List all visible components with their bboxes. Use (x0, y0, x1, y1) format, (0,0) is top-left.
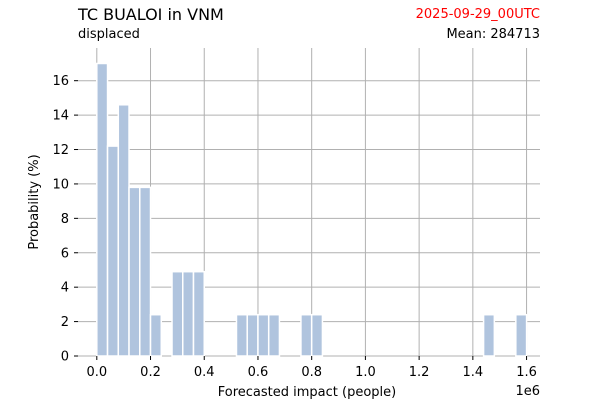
chart-subtitle: displaced (78, 27, 140, 42)
x-tick-label: 0.2 (140, 365, 161, 380)
histogram-bar (257, 313, 270, 357)
histogram-bar (192, 270, 205, 357)
x-axis-label: Forecasted impact (people) (218, 385, 396, 400)
histogram-bar (149, 313, 163, 357)
y-tick-label: 4 (61, 281, 69, 296)
histogram-bar (117, 104, 130, 357)
forecast-date: 2025-09-29_00UTC (415, 7, 540, 22)
x-tick-label: 1.0 (355, 365, 376, 380)
x-tick-label: 1.2 (409, 365, 430, 380)
bars (96, 62, 528, 357)
histogram-bar (106, 145, 120, 357)
x-tick-label: 0.4 (194, 365, 215, 380)
y-tick-label: 14 (52, 109, 69, 124)
grid (78, 48, 540, 357)
x-tick-label: 0.0 (86, 365, 107, 380)
x-axis-offset-label: 1e6 (515, 384, 540, 399)
y-tick-label: 12 (52, 143, 69, 158)
ticks: 0.0 0.2 0.4 0.6 0.8 1.0 1.2 1.4 1.6 0 2 4 6 8 10 12 14 16 (52, 74, 536, 380)
histogram-bar (515, 313, 528, 357)
chart-title: TC BUALOI in VNM (78, 5, 224, 24)
y-tick-label: 16 (52, 74, 69, 89)
x-tick-label: 0.6 (248, 365, 269, 380)
histogram-bar (139, 186, 152, 357)
x-tick-label: 1.6 (516, 365, 537, 380)
histogram-bar (171, 270, 184, 357)
histogram-bar (267, 313, 281, 357)
y-tick-label: 10 (52, 177, 69, 192)
histogram-bar (300, 313, 313, 357)
histogram-bar (235, 313, 248, 357)
histogram-bar (482, 313, 496, 357)
histogram-bar (246, 313, 259, 357)
histogram-bar (96, 62, 109, 357)
y-tick-label: 2 (61, 315, 69, 330)
histogram-bar (128, 186, 141, 357)
y-axis-label: Probability (%) (27, 154, 42, 249)
y-tick-label: 6 (61, 246, 69, 261)
mean-value: Mean: 284713 (446, 27, 540, 42)
x-tick-label: 1.4 (463, 365, 484, 380)
histogram-bar (182, 270, 195, 357)
y-tick-label: 8 (61, 212, 69, 227)
y-tick-label: 0 (61, 350, 69, 365)
x-tick-label: 0.8 (301, 365, 322, 380)
histogram-bar (310, 313, 324, 357)
